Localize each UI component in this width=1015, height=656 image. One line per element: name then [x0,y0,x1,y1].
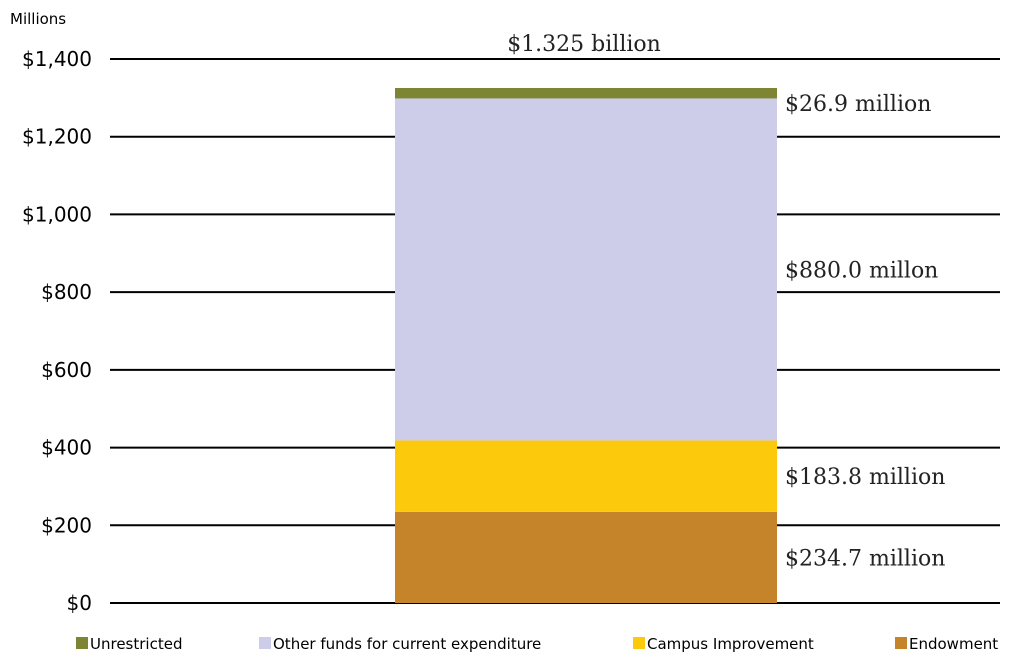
bar-segment-endowment [395,511,777,603]
total-label: $1.325 billion [507,32,661,57]
bar-segments [395,87,777,603]
legend-swatch [259,637,271,649]
data-label: $234.7 million [785,546,945,571]
legend-label: Campus Improvement [647,635,814,653]
bar-segment-campus-improvement [395,440,777,512]
y-tick-label: $1,400 [22,47,92,71]
legend: Unrestricted Other funds for current expe… [76,635,998,653]
y-tick-label: $400 [41,436,92,460]
y-tick-label: $1,200 [22,125,92,149]
data-label: $26.9 million [785,92,931,117]
y-tick-label: $200 [41,513,92,537]
legend-swatch [633,637,645,649]
y-tick-label: $0 [67,591,92,615]
y-axis-unit-label: Millions [10,10,66,28]
bar-segment-other-funds-for-current-expenditure [395,98,777,441]
y-axis-tick-labels: $0 $200 $400 $600 $800 $1,000 $1,200 $1,400 [22,47,92,615]
legend-label: Other funds for current expenditure [273,635,541,653]
legend-label: Endowment [909,635,998,653]
data-label: $880.0 millon [785,258,938,283]
bar-segment-unrestricted [395,87,777,99]
y-tick-label: $1,000 [22,202,92,226]
legend-swatch [76,637,88,649]
legend-swatch [895,637,907,649]
y-tick-label: $600 [41,358,92,382]
legend-label: Unrestricted [90,635,182,653]
data-labels: $234.7 million $183.8 million $880.0 millo… [785,92,945,571]
data-label: $183.8 million [785,465,945,490]
y-tick-label: $800 [41,280,92,304]
